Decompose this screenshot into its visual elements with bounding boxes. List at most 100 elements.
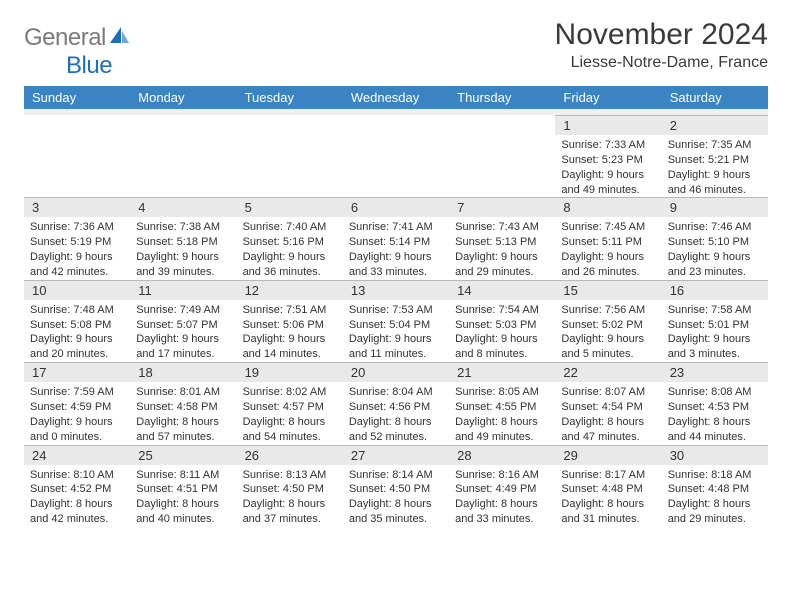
sunset-line: Sunset: 4:48 PM xyxy=(668,482,764,497)
daylight-line-1: Daylight: 8 hours xyxy=(136,415,232,430)
sunset-line: Sunset: 5:10 PM xyxy=(668,235,764,250)
daylight-line-1: Daylight: 9 hours xyxy=(243,250,339,265)
day-header: Thursday xyxy=(449,86,555,109)
day-cell: 26Sunrise: 8:13 AMSunset: 4:50 PMDayligh… xyxy=(237,445,343,527)
logo-text-2: Blue xyxy=(66,52,112,79)
day-cell xyxy=(343,115,449,197)
sunset-line: Sunset: 4:49 PM xyxy=(455,482,551,497)
day-info: Sunrise: 7:38 AMSunset: 5:18 PMDaylight:… xyxy=(130,217,236,279)
daylight-line-2: and 20 minutes. xyxy=(30,347,126,362)
calendar-table: Sunday Monday Tuesday Wednesday Thursday… xyxy=(24,86,768,527)
daylight-line-1: Daylight: 8 hours xyxy=(30,497,126,512)
sunrise-line: Sunrise: 8:10 AM xyxy=(30,468,126,483)
daylight-line-2: and 42 minutes. xyxy=(30,512,126,527)
day-cell: 28Sunrise: 8:16 AMSunset: 4:49 PMDayligh… xyxy=(449,445,555,527)
daylight-line-1: Daylight: 9 hours xyxy=(349,332,445,347)
day-cell: 11Sunrise: 7:49 AMSunset: 5:07 PMDayligh… xyxy=(130,280,236,362)
daylight-line-2: and 35 minutes. xyxy=(349,512,445,527)
daylight-line-1: Daylight: 9 hours xyxy=(668,250,764,265)
calendar-page: General November 2024 Liesse-Notre-Dame,… xyxy=(0,0,792,539)
day-cell: 2Sunrise: 7:35 AMSunset: 5:21 PMDaylight… xyxy=(662,115,768,197)
day-number: 19 xyxy=(237,362,343,382)
day-number: 8 xyxy=(555,197,661,217)
day-info: Sunrise: 7:49 AMSunset: 5:07 PMDaylight:… xyxy=(130,300,236,362)
daylight-line-2: and 11 minutes. xyxy=(349,347,445,362)
logo-sail-icon xyxy=(109,25,131,50)
daylight-line-2: and 14 minutes. xyxy=(243,347,339,362)
sunrise-line: Sunrise: 7:48 AM xyxy=(30,303,126,318)
day-info: Sunrise: 8:14 AMSunset: 4:50 PMDaylight:… xyxy=(343,465,449,527)
logo-line2-wrap: Blue xyxy=(28,52,772,80)
sunset-line: Sunset: 5:18 PM xyxy=(136,235,232,250)
daylight-line-1: Daylight: 9 hours xyxy=(243,332,339,347)
day-cell xyxy=(24,115,130,197)
day-number: 4 xyxy=(130,197,236,217)
daylight-line-1: Daylight: 9 hours xyxy=(136,250,232,265)
day-info: Sunrise: 8:10 AMSunset: 4:52 PMDaylight:… xyxy=(24,465,130,527)
day-cell: 29Sunrise: 8:17 AMSunset: 4:48 PMDayligh… xyxy=(555,445,661,527)
sunset-line: Sunset: 5:07 PM xyxy=(136,318,232,333)
sunset-line: Sunset: 4:59 PM xyxy=(30,400,126,415)
daylight-line-1: Daylight: 8 hours xyxy=(455,497,551,512)
daylight-line-2: and 26 minutes. xyxy=(561,265,657,280)
day-number: 17 xyxy=(24,362,130,382)
day-info: Sunrise: 7:56 AMSunset: 5:02 PMDaylight:… xyxy=(555,300,661,362)
sunset-line: Sunset: 5:03 PM xyxy=(455,318,551,333)
daylight-line-1: Daylight: 9 hours xyxy=(668,332,764,347)
day-cell: 18Sunrise: 8:01 AMSunset: 4:58 PMDayligh… xyxy=(130,362,236,444)
day-number: 11 xyxy=(130,280,236,300)
day-info: Sunrise: 7:33 AMSunset: 5:23 PMDaylight:… xyxy=(555,135,661,197)
day-info: Sunrise: 7:36 AMSunset: 5:19 PMDaylight:… xyxy=(24,217,130,279)
sunset-line: Sunset: 4:50 PM xyxy=(243,482,339,497)
day-number: 3 xyxy=(24,197,130,217)
day-info: Sunrise: 7:40 AMSunset: 5:16 PMDaylight:… xyxy=(237,217,343,279)
day-info: Sunrise: 8:04 AMSunset: 4:56 PMDaylight:… xyxy=(343,382,449,444)
day-cell: 23Sunrise: 8:08 AMSunset: 4:53 PMDayligh… xyxy=(662,362,768,444)
day-info: Sunrise: 7:59 AMSunset: 4:59 PMDaylight:… xyxy=(24,382,130,444)
sunrise-line: Sunrise: 7:33 AM xyxy=(561,138,657,153)
day-header: Tuesday xyxy=(237,86,343,109)
daylight-line-2: and 33 minutes. xyxy=(455,512,551,527)
sunset-line: Sunset: 5:01 PM xyxy=(668,318,764,333)
day-info: Sunrise: 8:05 AMSunset: 4:55 PMDaylight:… xyxy=(449,382,555,444)
day-number: 27 xyxy=(343,445,449,465)
day-info: Sunrise: 7:41 AMSunset: 5:14 PMDaylight:… xyxy=(343,217,449,279)
daylight-line-2: and 40 minutes. xyxy=(136,512,232,527)
sunrise-line: Sunrise: 7:54 AM xyxy=(455,303,551,318)
sunset-line: Sunset: 5:04 PM xyxy=(349,318,445,333)
day-number: 30 xyxy=(662,445,768,465)
day-cell: 19Sunrise: 8:02 AMSunset: 4:57 PMDayligh… xyxy=(237,362,343,444)
daylight-line-1: Daylight: 9 hours xyxy=(561,168,657,183)
sunset-line: Sunset: 4:51 PM xyxy=(136,482,232,497)
day-info: Sunrise: 8:16 AMSunset: 4:49 PMDaylight:… xyxy=(449,465,555,527)
daylight-line-2: and 42 minutes. xyxy=(30,265,126,280)
daylight-line-2: and 0 minutes. xyxy=(30,430,126,445)
day-info: Sunrise: 7:54 AMSunset: 5:03 PMDaylight:… xyxy=(449,300,555,362)
day-cell: 25Sunrise: 8:11 AMSunset: 4:51 PMDayligh… xyxy=(130,445,236,527)
day-number: 13 xyxy=(343,280,449,300)
daylight-line-1: Daylight: 9 hours xyxy=(561,332,657,347)
day-cell: 13Sunrise: 7:53 AMSunset: 5:04 PMDayligh… xyxy=(343,280,449,362)
daylight-line-1: Daylight: 8 hours xyxy=(136,497,232,512)
sunrise-line: Sunrise: 7:46 AM xyxy=(668,220,764,235)
day-number: 25 xyxy=(130,445,236,465)
day-info: Sunrise: 7:45 AMSunset: 5:11 PMDaylight:… xyxy=(555,217,661,279)
day-cell: 8Sunrise: 7:45 AMSunset: 5:11 PMDaylight… xyxy=(555,197,661,279)
daylight-line-1: Daylight: 9 hours xyxy=(349,250,445,265)
day-info: Sunrise: 8:18 AMSunset: 4:48 PMDaylight:… xyxy=(662,465,768,527)
day-number: 23 xyxy=(662,362,768,382)
day-info: Sunrise: 8:13 AMSunset: 4:50 PMDaylight:… xyxy=(237,465,343,527)
sunrise-line: Sunrise: 8:05 AM xyxy=(455,385,551,400)
day-cell: 4Sunrise: 7:38 AMSunset: 5:18 PMDaylight… xyxy=(130,197,236,279)
day-header: Monday xyxy=(130,86,236,109)
sunset-line: Sunset: 4:48 PM xyxy=(561,482,657,497)
day-cell xyxy=(130,115,236,197)
daylight-line-1: Daylight: 9 hours xyxy=(455,250,551,265)
sunrise-line: Sunrise: 7:38 AM xyxy=(136,220,232,235)
day-cell: 14Sunrise: 7:54 AMSunset: 5:03 PMDayligh… xyxy=(449,280,555,362)
daylight-line-2: and 39 minutes. xyxy=(136,265,232,280)
day-info: Sunrise: 8:11 AMSunset: 4:51 PMDaylight:… xyxy=(130,465,236,527)
daylight-line-1: Daylight: 8 hours xyxy=(668,415,764,430)
sunrise-line: Sunrise: 7:40 AM xyxy=(243,220,339,235)
week-row: 3Sunrise: 7:36 AMSunset: 5:19 PMDaylight… xyxy=(24,197,768,279)
